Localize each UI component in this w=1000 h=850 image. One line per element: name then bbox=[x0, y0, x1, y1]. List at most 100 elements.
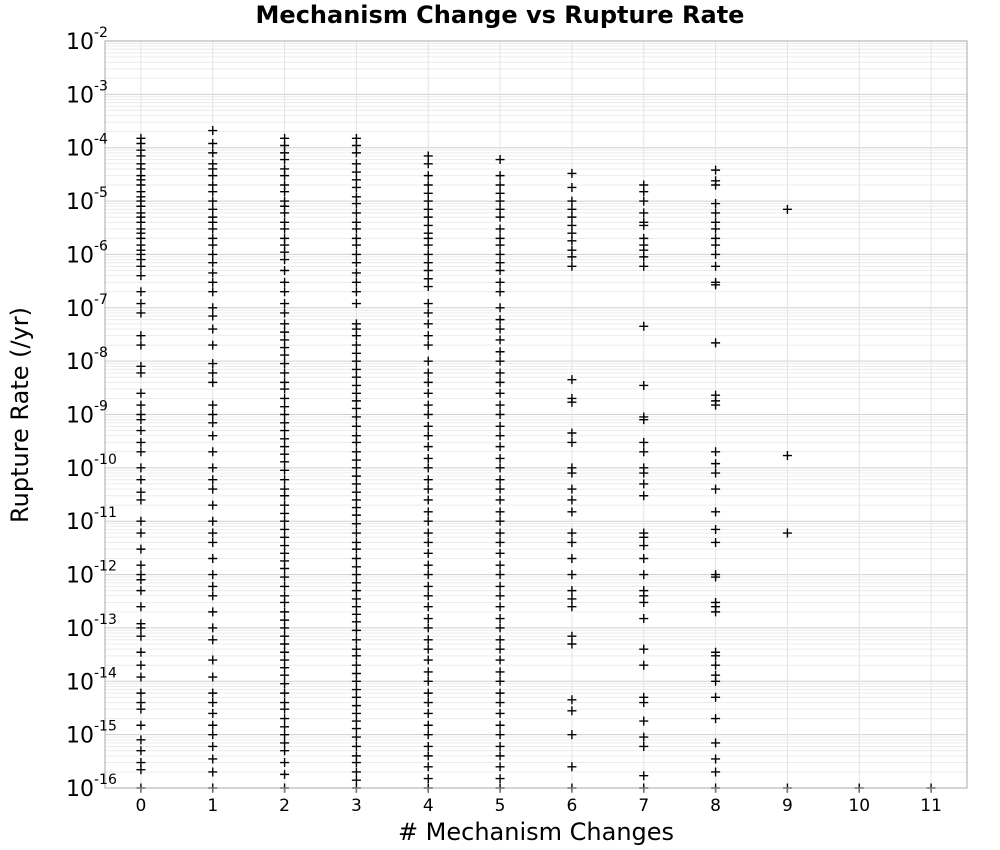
data-point bbox=[136, 495, 146, 505]
data-point bbox=[495, 708, 505, 718]
y-tick-label: 10-15 bbox=[66, 719, 117, 749]
data-point bbox=[495, 400, 505, 410]
data-point bbox=[423, 708, 433, 718]
data-point bbox=[351, 208, 361, 218]
data-point bbox=[495, 431, 505, 441]
data-point bbox=[495, 356, 505, 366]
data-point bbox=[351, 668, 361, 678]
data-point bbox=[208, 204, 218, 214]
y-tick-exponent: -5 bbox=[94, 185, 108, 201]
data-point bbox=[351, 249, 361, 259]
data-point bbox=[423, 274, 433, 284]
data-point bbox=[423, 774, 433, 784]
data-point bbox=[495, 442, 505, 452]
data-point bbox=[423, 299, 433, 309]
x-tick-label: 6 bbox=[567, 796, 578, 816]
data-point bbox=[567, 252, 577, 262]
data-point bbox=[136, 688, 146, 698]
y-tick-base: 10 bbox=[66, 30, 94, 55]
data-point bbox=[423, 548, 433, 558]
data-point bbox=[280, 368, 290, 378]
data-point bbox=[351, 602, 361, 612]
data-point bbox=[639, 447, 649, 457]
data-point bbox=[351, 676, 361, 686]
data-point bbox=[280, 299, 290, 309]
data-point bbox=[639, 252, 649, 262]
data-point bbox=[280, 730, 290, 740]
data-point bbox=[208, 708, 218, 718]
data-point bbox=[208, 607, 218, 617]
data-point bbox=[351, 437, 361, 447]
data-point bbox=[208, 623, 218, 633]
data-point bbox=[351, 372, 361, 382]
data-point bbox=[208, 516, 218, 526]
data-point bbox=[280, 704, 290, 714]
data-point bbox=[136, 331, 146, 341]
data-point bbox=[351, 741, 361, 751]
data-point bbox=[495, 667, 505, 677]
data-point bbox=[280, 449, 290, 459]
data-point bbox=[423, 220, 433, 230]
data-point bbox=[639, 570, 649, 580]
data-point bbox=[711, 676, 721, 686]
data-point bbox=[423, 319, 433, 329]
data-point bbox=[208, 720, 218, 730]
y-tick-label: 10-13 bbox=[66, 612, 117, 642]
data-point bbox=[208, 688, 218, 698]
data-point bbox=[423, 614, 433, 624]
data-point bbox=[208, 635, 218, 645]
data-point bbox=[280, 663, 290, 673]
data-point bbox=[567, 484, 577, 494]
data-point bbox=[280, 418, 290, 428]
data-point bbox=[351, 412, 361, 422]
data-point bbox=[495, 730, 505, 740]
data-point bbox=[639, 437, 649, 447]
data-point bbox=[495, 453, 505, 463]
data-point bbox=[280, 769, 290, 779]
data-point bbox=[567, 168, 577, 178]
data-point bbox=[208, 500, 218, 510]
data-point bbox=[280, 319, 290, 329]
data-point bbox=[495, 155, 505, 165]
data-point bbox=[495, 347, 505, 357]
data-point bbox=[423, 676, 433, 686]
data-point bbox=[351, 495, 361, 505]
data-point bbox=[280, 359, 290, 369]
data-point bbox=[280, 670, 290, 680]
data-point bbox=[567, 570, 577, 580]
data-point bbox=[495, 224, 505, 234]
y-tick-label: 10-12 bbox=[66, 559, 117, 589]
data-point bbox=[639, 597, 649, 607]
data-point bbox=[208, 581, 218, 591]
data-point bbox=[567, 236, 577, 246]
y-tick-label: 10-8 bbox=[66, 345, 108, 375]
data-point bbox=[639, 716, 649, 726]
data-point bbox=[423, 159, 433, 169]
data-point bbox=[351, 528, 361, 538]
data-point bbox=[351, 519, 361, 529]
data-point bbox=[567, 602, 577, 612]
data-point bbox=[208, 475, 218, 485]
data-point bbox=[495, 196, 505, 206]
data-point bbox=[136, 586, 146, 596]
data-point bbox=[208, 741, 218, 751]
data-point bbox=[495, 249, 505, 259]
data-point bbox=[423, 388, 433, 398]
data-point bbox=[208, 672, 218, 682]
data-point bbox=[280, 722, 290, 732]
data-markers bbox=[136, 126, 936, 793]
data-point bbox=[208, 410, 218, 419]
data-point bbox=[208, 258, 218, 268]
data-point bbox=[351, 463, 361, 473]
data-point bbox=[136, 475, 146, 485]
y-tick-exponent: -6 bbox=[94, 238, 108, 254]
data-point bbox=[280, 548, 290, 558]
data-point bbox=[782, 451, 792, 461]
data-point bbox=[280, 639, 290, 649]
data-point bbox=[495, 528, 505, 538]
y-tick-base: 10 bbox=[66, 510, 94, 535]
data-point bbox=[136, 368, 146, 378]
data-point bbox=[423, 762, 433, 772]
data-point bbox=[495, 204, 505, 214]
data-point bbox=[208, 484, 218, 494]
